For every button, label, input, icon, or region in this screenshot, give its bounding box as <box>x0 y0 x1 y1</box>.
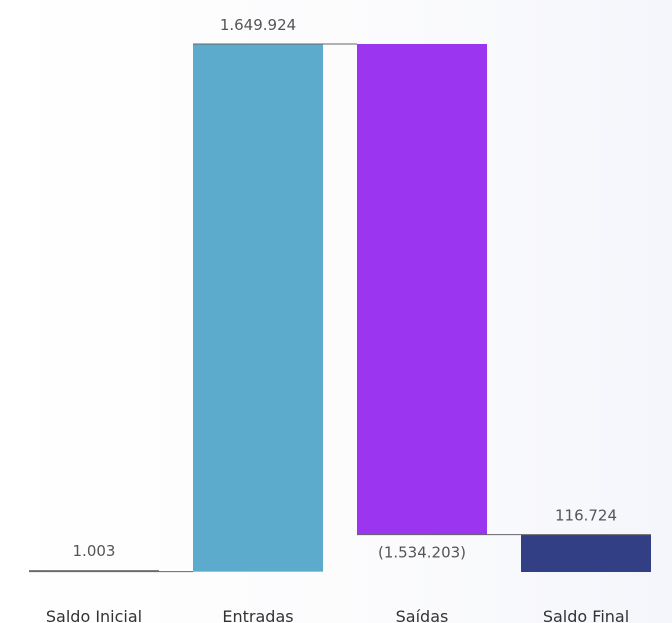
bar-entradas[interactable] <box>193 44 323 572</box>
data-label-saldo-final: 116.724 <box>555 507 617 525</box>
bar-saldo-final[interactable] <box>521 534 651 572</box>
category-label-entradas: Entradas <box>222 607 293 623</box>
data-label-saidas: (1.534.203) <box>378 544 466 562</box>
connectors-layer <box>29 43 651 573</box>
category-label-saidas: Saídas <box>396 607 449 623</box>
labels-layer: 1.003 1.649.924 (1.534.203) 116.724 <box>73 16 617 562</box>
bar-saldo-inicial[interactable] <box>29 570 159 572</box>
bars-layer <box>29 44 651 572</box>
data-label-saldo-inicial: 1.003 <box>73 542 116 560</box>
category-labels-layer: Saldo Inicial Entradas Saídas Saldo Final <box>46 607 629 623</box>
data-label-entradas: 1.649.924 <box>220 16 296 34</box>
bar-saidas[interactable] <box>357 44 487 535</box>
category-label-saldo-inicial: Saldo Inicial <box>46 607 142 623</box>
category-label-saldo-final: Saldo Final <box>543 607 629 623</box>
